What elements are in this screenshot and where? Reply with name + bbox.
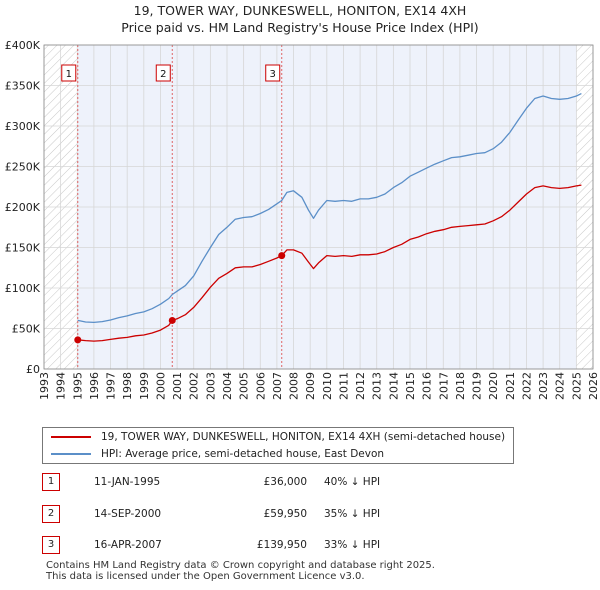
y-tick-label: £350K — [5, 80, 41, 93]
x-tick-label: 2015 — [404, 372, 417, 400]
sale-price: £36,000 — [263, 476, 307, 488]
x-tick-label: 2005 — [238, 372, 251, 400]
x-tick-label: 2022 — [520, 372, 533, 400]
x-tick-label: 1993 — [38, 372, 51, 400]
x-tick-label: 2013 — [371, 372, 384, 400]
y-tick-label: £150K — [5, 242, 41, 255]
y-tick-label: £50K — [12, 323, 41, 336]
x-tick-label: 2011 — [337, 372, 350, 400]
legend: 19, TOWER WAY, DUNKESWELL, HONITON, EX14… — [42, 427, 514, 464]
sale-hpi-diff: 35% ↓ HPI — [324, 508, 381, 520]
x-tick-label: 2024 — [554, 372, 567, 400]
footer-line-1: Contains HM Land Registry data © Crown c… — [46, 560, 435, 571]
table-row: 1 11-JAN-1995 £36,000 40% ↓ HPI — [42, 473, 462, 491]
sale-marker-box — [155, 64, 171, 82]
x-tick-label: 1997 — [105, 372, 118, 400]
price-chart: 1 2 3 £0 £50K £100K £150K £200K £250K £300K £350K… — [5, 39, 600, 400]
x-tick-label: 2009 — [304, 372, 317, 400]
title-line-2: Price paid vs. HM Land Registry's House … — [121, 20, 479, 35]
y-tick-label: £300K — [5, 120, 41, 133]
legend-label-property: 19, TOWER WAY, DUNKESWELL, HONITON, EX14… — [101, 431, 506, 443]
x-tick-label: 2018 — [454, 372, 467, 400]
x-tick-label: 2002 — [188, 372, 201, 400]
chart-title: 19, TOWER WAY, DUNKESWELL, HONITON, EX14… — [0, 2, 600, 36]
y-tick-label: £400K — [5, 39, 41, 52]
sale-badge: 2 — [42, 505, 60, 523]
y-tick-label: £100K — [5, 282, 41, 295]
sale-date: 11-JAN-1995 — [94, 476, 161, 488]
x-tick-label: 2010 — [321, 372, 334, 400]
attribution-footer: Contains HM Land Registry data © Crown c… — [46, 560, 435, 582]
legend-swatch-property — [51, 436, 91, 438]
sale-badge: 1 — [42, 473, 60, 491]
title-line-1: 19, TOWER WAY, DUNKESWELL, HONITON, EX14… — [133, 3, 467, 18]
sale-hpi-diff: 33% ↓ HPI — [324, 539, 381, 551]
sale-hpi-diff: 40% ↓ HPI — [324, 476, 381, 488]
x-tick-label: 2017 — [437, 372, 450, 400]
sale-marker-box — [265, 64, 281, 82]
x-tick-label: 2019 — [471, 372, 484, 400]
plot-frame — [43, 44, 594, 370]
x-tick-label: 2025 — [570, 372, 583, 400]
sale-date: 16-APR-2007 — [94, 539, 162, 551]
sale-point — [278, 252, 286, 260]
x-tick-label: 2007 — [271, 372, 284, 400]
x-tick-label: 2020 — [487, 372, 500, 400]
x-tick-label: 2014 — [387, 372, 400, 400]
sale-marker-label: 2 — [160, 69, 166, 80]
y-tick-label: £200K — [5, 201, 41, 214]
sale-marker-label: 3 — [270, 69, 276, 80]
sale-marker-box — [61, 64, 77, 82]
table-row: 3 16-APR-2007 £139,950 33% ↓ HPI — [42, 536, 462, 554]
sale-price: £59,950 — [263, 508, 307, 520]
x-tick-label: 2021 — [504, 372, 517, 400]
x-tick-label: 2012 — [354, 372, 367, 400]
x-tick-label: 2000 — [154, 372, 167, 400]
x-tick-label: 1998 — [121, 372, 134, 400]
legend-item-property: 19, TOWER WAY, DUNKESWELL, HONITON, EX14… — [51, 429, 505, 445]
y-tick-label: £250K — [5, 161, 41, 174]
x-tick-label: 1996 — [88, 372, 101, 400]
x-tick-label: 2006 — [254, 372, 267, 400]
legend-swatch-hpi — [51, 453, 91, 455]
table-row: 2 14-SEP-2000 £59,950 35% ↓ HPI — [42, 505, 462, 523]
property-series-line — [77, 184, 582, 342]
legend-item-hpi: HPI: Average price, semi-detached house,… — [51, 446, 384, 462]
sale-marker-label: 1 — [66, 69, 72, 80]
legend-label-hpi: HPI: Average price, semi-detached house,… — [101, 448, 385, 460]
x-tick-label: 2001 — [171, 372, 184, 400]
x-tick-label: 2004 — [221, 372, 234, 400]
sale-badge: 3 — [42, 536, 60, 554]
x-tick-label: 2026 — [587, 372, 600, 400]
sale-price: £139,950 — [256, 539, 307, 551]
sale-point — [74, 336, 82, 344]
y-tick-label: £0 — [26, 363, 40, 376]
footer-line-2: This data is licensed under the Open Gov… — [46, 570, 365, 582]
x-tick-label: 1999 — [138, 372, 151, 400]
x-tick-label: 2016 — [421, 372, 434, 400]
x-tick-label: 2003 — [204, 372, 217, 400]
x-tick-label: 1995 — [71, 372, 84, 400]
x-tick-label: 2008 — [288, 372, 301, 400]
x-tick-label: 1994 — [55, 372, 68, 400]
sale-point — [168, 316, 176, 324]
x-tick-label: 2023 — [537, 372, 550, 400]
sale-date: 14-SEP-2000 — [94, 508, 162, 520]
hpi-series-line — [77, 93, 582, 324]
